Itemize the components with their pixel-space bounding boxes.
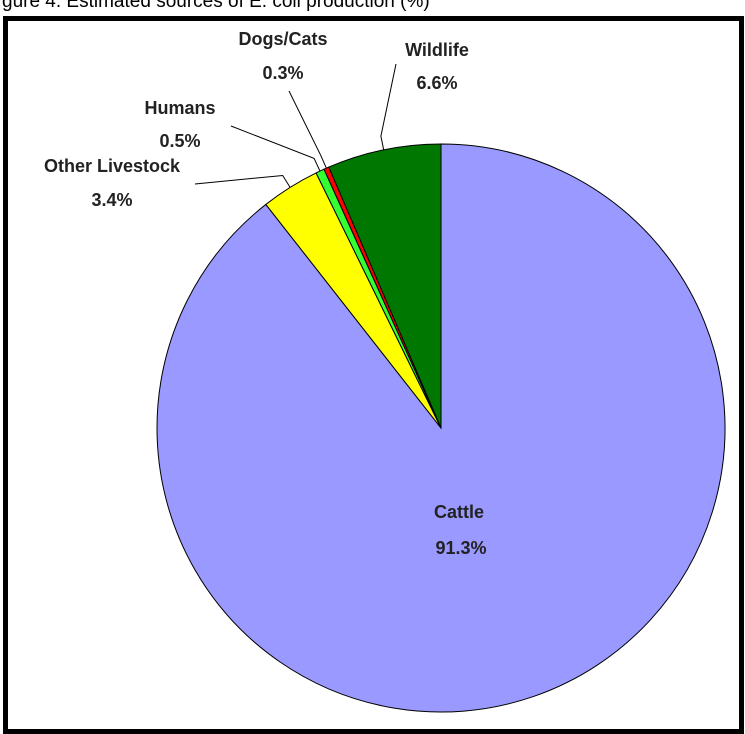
slice-label-other-livestock: Other Livestock bbox=[44, 156, 181, 176]
slice-value-humans: 0.5% bbox=[159, 131, 200, 151]
leader-lines bbox=[194, 63, 397, 188]
slice-label-cattle: Cattle bbox=[434, 502, 484, 522]
figure-caption: gure 4. Estimated sources of E. coli pro… bbox=[2, 0, 430, 12]
slice-value-cattle: 91.3% bbox=[435, 538, 486, 558]
slice-value-other-livestock: 3.4% bbox=[91, 190, 132, 210]
slice-value-dogs-cats: 0.3% bbox=[262, 63, 303, 83]
leader-line-other-livestock bbox=[194, 174, 291, 188]
leader-line-wildlife bbox=[380, 63, 397, 150]
pie-slice-wildlife bbox=[328, 143, 442, 429]
leader-line-humans bbox=[230, 125, 321, 172]
pie-slices bbox=[156, 143, 726, 713]
slice-label-dogs-cats: Dogs/Cats bbox=[238, 29, 327, 49]
slice-label-wildlife: Wildlife bbox=[405, 40, 469, 60]
leader-line-dogs-cats bbox=[288, 90, 327, 169]
slice-label-humans: Humans bbox=[144, 98, 215, 118]
slice-value-wildlife: 6.6% bbox=[416, 73, 457, 93]
